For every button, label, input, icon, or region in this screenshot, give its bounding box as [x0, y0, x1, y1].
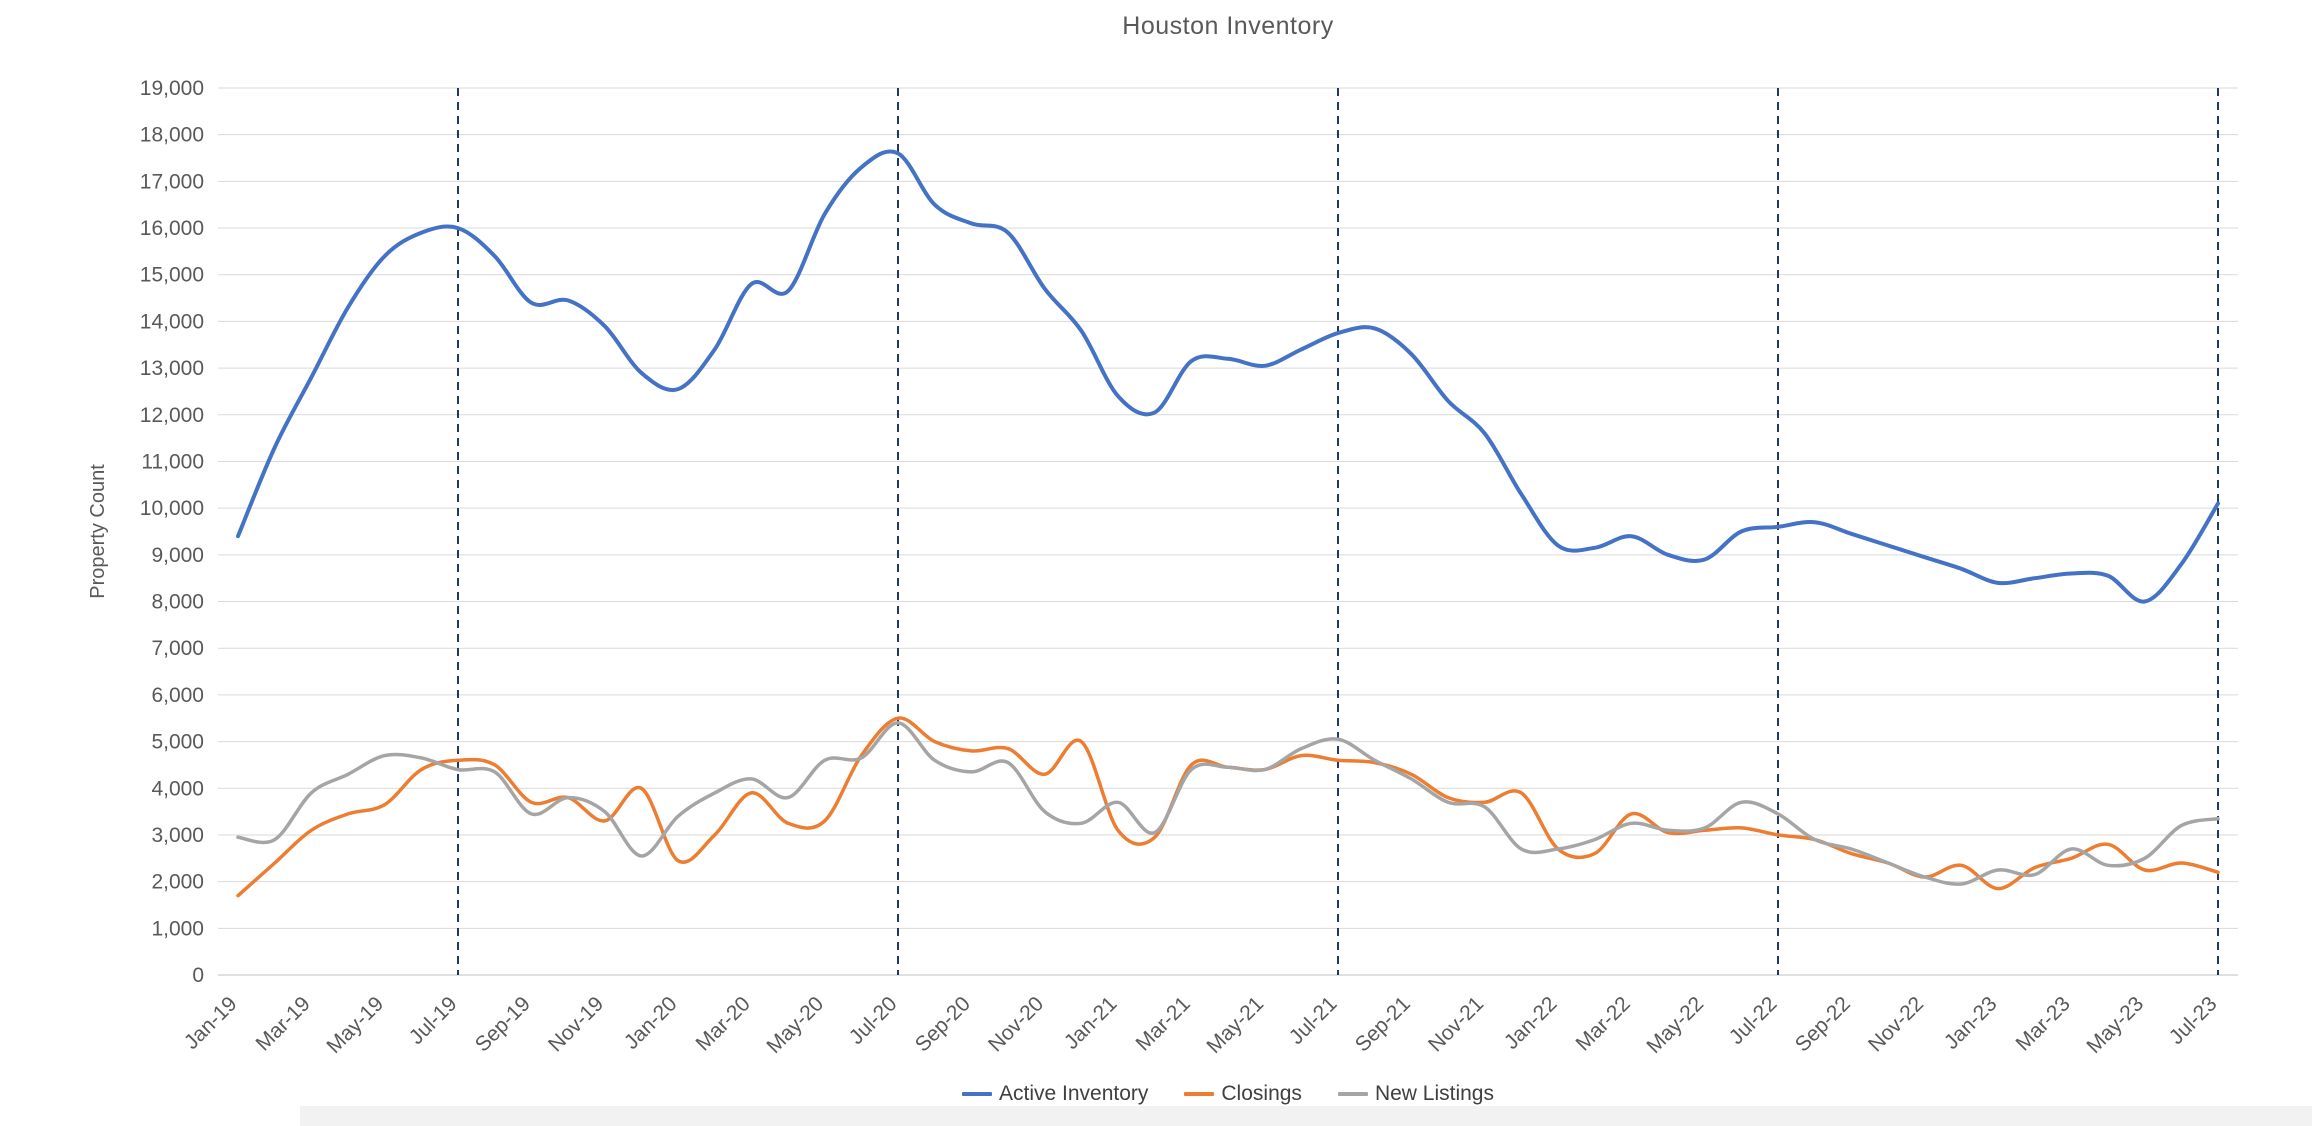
y-tick-label: 10,000 — [140, 497, 204, 520]
y-tick-label: 16,000 — [140, 217, 204, 240]
x-tick-label: Mar-19 — [252, 992, 315, 1055]
y-tick-label: 14,000 — [140, 310, 204, 333]
footer-strip — [300, 1106, 2312, 1126]
y-tick-label: 15,000 — [140, 264, 204, 287]
x-tick-label: Mar-22 — [1572, 992, 1635, 1055]
legend-swatch — [1337, 1092, 1368, 1096]
x-tick-label: May-20 — [762, 992, 828, 1058]
line-chart-plot-area: 0 1,000 2,000 3,000 4,000 5,000 6,000 7,000 8,00… — [87, 77, 2238, 1058]
y-tick-label: 18,000 — [140, 124, 204, 147]
x-tick-label: Nov-19 — [544, 992, 608, 1056]
x-tick-label: May-23 — [2082, 992, 2148, 1058]
x-tick-label: Sep-19 — [471, 992, 535, 1056]
series-line-active-inventory — [236, 149, 2220, 604]
y-tick-label: 12,000 — [140, 404, 204, 427]
y-tick-label: 1,000 — [151, 917, 204, 940]
x-tick-label: Jul-20 — [845, 992, 902, 1049]
y-tick-label: 17,000 — [140, 170, 204, 193]
x-tick-label: Mar-20 — [692, 992, 755, 1055]
legend-label: Closings — [1221, 1082, 1302, 1105]
legend-label: New Listings — [1374, 1082, 1494, 1105]
x-tick-label: May-22 — [1642, 992, 1708, 1058]
series-line-new-listings — [236, 721, 2220, 886]
legend-item-new-listings: New Listings — [1337, 1082, 1494, 1106]
y-tick-label: 11,000 — [141, 450, 204, 473]
chart-legend: Active Inventory Closings New Listings — [218, 1082, 2238, 1106]
legend-swatch — [961, 1092, 992, 1096]
x-tick-label: Jan-20 — [620, 992, 682, 1054]
x-tick-label: May-21 — [1202, 992, 1268, 1058]
x-tick-label: Sep-22 — [1791, 992, 1855, 1056]
x-tick-label: Sep-21 — [1351, 992, 1415, 1056]
legend-item-active-inventory: Active Inventory — [961, 1082, 1149, 1106]
x-tick-label: Jul-21 — [1285, 992, 1342, 1049]
x-tick-label: May-19 — [322, 992, 388, 1058]
y-axis-title: Property Count — [87, 464, 109, 599]
y-tick-label: 0 — [192, 964, 204, 987]
x-tick-label: Jan-22 — [1500, 992, 1562, 1054]
legend-label: Active Inventory — [998, 1082, 1149, 1105]
x-tick-label: Mar-23 — [2012, 992, 2075, 1055]
y-tick-label: 2,000 — [151, 871, 204, 894]
y-tick-label: 4,000 — [151, 777, 204, 800]
x-tick-label: Nov-22 — [1864, 992, 1928, 1056]
x-tick-label: Nov-20 — [984, 992, 1048, 1056]
legend-item-closings: Closings — [1184, 1082, 1302, 1106]
y-tick-label: 3,000 — [151, 824, 204, 847]
x-tick-label: Jan-19 — [180, 992, 242, 1054]
x-tick-label: Mar-21 — [1132, 992, 1195, 1055]
y-tick-label: 5,000 — [151, 731, 204, 754]
y-tick-label: 13,000 — [140, 357, 204, 380]
x-tick-label: Jul-23 — [2165, 992, 2222, 1049]
series-line-closings — [236, 716, 2220, 898]
x-tick-label: Jan-23 — [1940, 992, 2002, 1054]
x-tick-label: Jan-21 — [1060, 992, 1122, 1054]
legend-swatch — [1184, 1092, 1215, 1096]
y-tick-label: 6,000 — [151, 684, 204, 707]
y-tick-label: 8,000 — [151, 591, 204, 614]
y-tick-label: 7,000 — [151, 637, 204, 660]
x-tick-label: Sep-20 — [911, 992, 975, 1056]
x-tick-label: Nov-21 — [1424, 992, 1488, 1056]
x-tick-label: Jul-22 — [1725, 992, 1782, 1049]
chart-title: Houston Inventory — [1122, 12, 1334, 40]
x-tick-label: Jul-19 — [405, 992, 462, 1049]
y-tick-label: 9,000 — [151, 544, 204, 567]
y-tick-label: 19,000 — [140, 77, 204, 100]
